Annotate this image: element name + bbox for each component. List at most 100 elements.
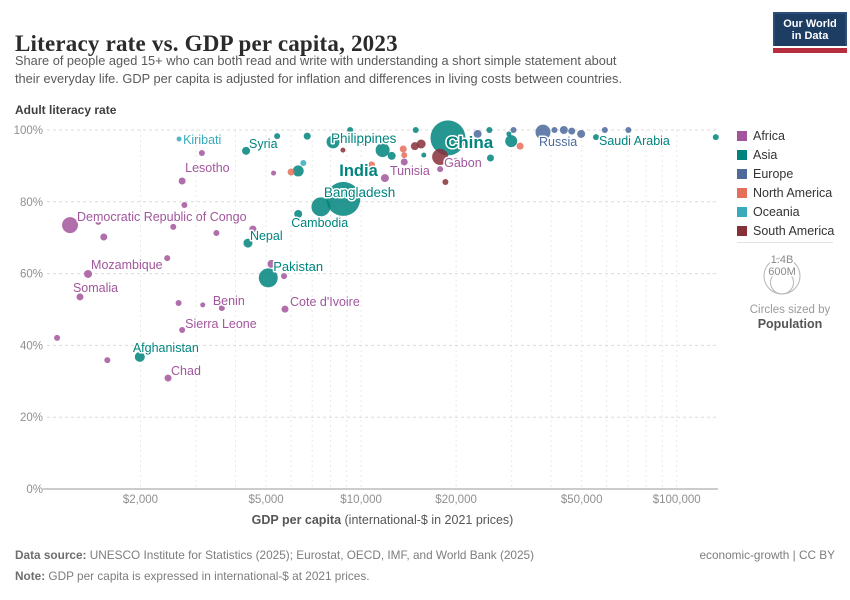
data-point[interactable] <box>568 127 576 135</box>
country-label-saudi-arabia[interactable]: Saudi Arabia <box>597 133 671 150</box>
data-point[interactable] <box>412 127 419 133</box>
data-point[interactable] <box>486 127 493 133</box>
data-point[interactable] <box>347 127 354 133</box>
legend-item-europe[interactable]: Europe <box>737 164 847 183</box>
data-point-lesotho[interactable] <box>178 177 186 185</box>
data-point-china[interactable] <box>430 120 466 156</box>
country-label-russia[interactable]: Russia <box>537 134 578 151</box>
country-label-philippines[interactable]: Philippines <box>330 129 399 147</box>
data-point-philippines[interactable] <box>326 135 340 149</box>
data-point-somalia[interactable] <box>76 293 84 301</box>
data-point[interactable] <box>362 139 369 146</box>
data-point-mozambique[interactable] <box>84 269 93 278</box>
data-point-democratic-republic-of-congo[interactable] <box>62 217 79 234</box>
data-point[interactable] <box>287 168 295 176</box>
data-point[interactable] <box>271 170 277 176</box>
data-point[interactable] <box>601 127 608 133</box>
country-label-benin[interactable]: Benin <box>211 293 246 310</box>
country-label-cambodia[interactable]: Cambodia <box>290 215 350 232</box>
owid-logo[interactable]: Our World in Data <box>773 12 847 46</box>
data-point[interactable] <box>375 143 390 158</box>
data-point-kiribati[interactable] <box>176 136 182 142</box>
data-point[interactable] <box>164 255 171 262</box>
country-label-somalia[interactable]: Somalia <box>71 279 119 296</box>
data-point[interactable] <box>100 233 108 241</box>
data-point[interactable] <box>303 132 311 140</box>
data-point[interactable] <box>95 218 102 225</box>
country-label-cote-d-ivoire[interactable]: Cote d'Ivoire <box>289 294 362 311</box>
legend-item-oceania[interactable]: Oceania <box>737 202 847 221</box>
country-label-tunisia[interactable]: Tunisia <box>388 163 431 180</box>
data-point-sierra-leone[interactable] <box>179 326 186 333</box>
data-point[interactable] <box>506 131 512 137</box>
data-point-gabon[interactable] <box>437 166 444 173</box>
data-point-tunisia[interactable] <box>380 174 389 183</box>
country-label-lesotho[interactable]: Lesotho <box>184 159 232 176</box>
data-point[interactable] <box>300 160 307 167</box>
data-point-bangladesh[interactable] <box>311 197 331 217</box>
data-point[interactable] <box>200 302 206 308</box>
data-point[interactable] <box>213 230 220 237</box>
data-point[interactable] <box>281 273 288 280</box>
country-label-chad[interactable]: Chad <box>170 363 203 380</box>
data-point[interactable] <box>170 223 177 230</box>
data-point[interactable] <box>400 158 408 166</box>
data-point[interactable] <box>432 148 449 165</box>
country-label-mozambique[interactable]: Mozambique <box>90 256 165 273</box>
country-label-nepal[interactable]: Nepal <box>248 228 284 245</box>
data-point[interactable] <box>416 139 426 149</box>
data-point[interactable] <box>368 161 376 169</box>
data-point[interactable] <box>410 142 419 151</box>
data-point-cote-d-ivoire[interactable] <box>281 305 289 313</box>
data-point[interactable] <box>577 129 586 138</box>
legend-item-north-america[interactable]: North America <box>737 183 847 202</box>
country-label-syria[interactable]: Syria <box>248 135 280 152</box>
country-label-bangladesh[interactable]: Bangladesh <box>322 183 396 201</box>
data-point[interactable] <box>267 259 276 268</box>
data-point-saudi-arabia[interactable] <box>592 134 599 141</box>
data-point[interactable] <box>249 225 257 233</box>
country-label-china[interactable]: China <box>444 131 495 153</box>
data-point-india[interactable] <box>326 181 361 216</box>
data-point[interactable] <box>442 179 449 186</box>
data-point[interactable] <box>399 145 407 153</box>
data-point[interactable] <box>104 357 111 364</box>
data-point-pakistan[interactable] <box>258 268 278 288</box>
data-point[interactable] <box>473 129 482 138</box>
legend-item-asia[interactable]: Asia <box>737 145 847 164</box>
data-point[interactable] <box>516 142 524 150</box>
country-label-gabon[interactable]: Gabon <box>443 155 484 172</box>
data-point[interactable] <box>421 152 427 158</box>
data-point[interactable] <box>452 157 459 164</box>
data-point[interactable] <box>198 149 205 156</box>
data-point-syria[interactable] <box>242 146 251 155</box>
country-label-afghanistan[interactable]: Afghanistan <box>131 339 200 356</box>
data-point[interactable] <box>340 147 346 153</box>
data-point[interactable] <box>387 151 396 160</box>
data-point[interactable] <box>505 135 518 148</box>
country-label-india[interactable]: India <box>338 160 380 181</box>
country-label-democratic-republic-of-congo[interactable]: Democratic Republic of Congo <box>76 209 249 226</box>
data-point[interactable] <box>559 126 568 134</box>
data-point-chad[interactable] <box>164 374 172 382</box>
data-point[interactable] <box>175 300 182 307</box>
cc-by-link[interactable]: economic-growth | CC BY <box>699 548 836 562</box>
data-point[interactable] <box>510 127 517 133</box>
country-label-pakistan[interactable]: Pakistan <box>272 257 325 275</box>
country-label-kiribati[interactable]: Kiribati <box>182 131 223 148</box>
data-point-benin[interactable] <box>218 305 225 312</box>
data-point[interactable] <box>625 127 632 133</box>
data-point[interactable] <box>486 154 494 162</box>
data-point[interactable] <box>181 202 188 209</box>
data-point-nepal[interactable] <box>243 238 253 248</box>
data-point[interactable] <box>401 152 408 159</box>
data-point-cambodia[interactable] <box>294 210 303 219</box>
data-point-russia[interactable] <box>535 124 551 140</box>
legend-item-africa[interactable]: Africa <box>737 126 847 145</box>
data-point[interactable] <box>712 134 719 141</box>
country-label-sierra-leone[interactable]: Sierra Leone <box>184 315 259 332</box>
data-point-afghanistan[interactable] <box>134 351 145 362</box>
data-point[interactable] <box>551 127 558 133</box>
data-point[interactable] <box>292 165 304 177</box>
data-point[interactable] <box>274 133 281 140</box>
